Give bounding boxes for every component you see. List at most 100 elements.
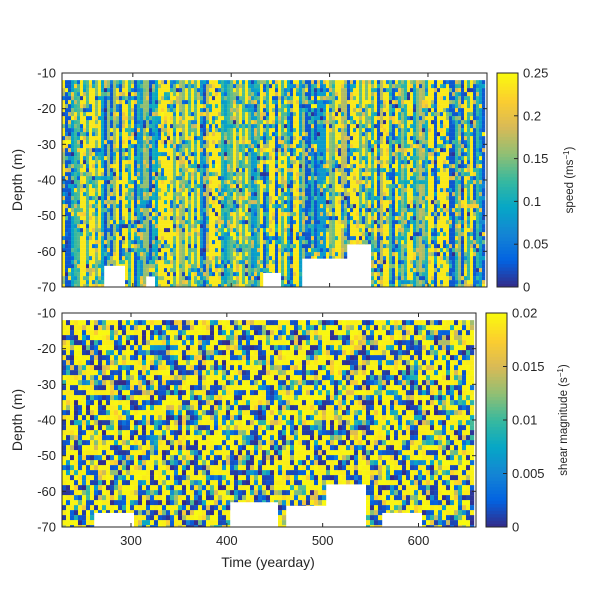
heatmap-cell bbox=[209, 120, 213, 125]
heatmap-cell bbox=[203, 164, 207, 169]
heatmap-cell bbox=[278, 148, 282, 153]
heatmap-cell bbox=[350, 88, 354, 93]
heatmap-cell bbox=[254, 168, 258, 173]
heatmap-cell bbox=[140, 216, 144, 221]
heatmap-cell bbox=[296, 136, 300, 141]
heatmap-cell bbox=[188, 256, 192, 261]
heatmap-cell bbox=[254, 280, 258, 285]
heatmap-cell bbox=[77, 248, 81, 253]
heatmap-cell bbox=[191, 196, 195, 201]
heatmap-cell bbox=[182, 136, 186, 141]
heatmap-cell bbox=[209, 88, 213, 93]
heatmap-cell bbox=[122, 108, 126, 113]
heatmap-cell bbox=[284, 244, 288, 249]
heatmap-cell bbox=[122, 80, 126, 85]
heatmap-cell bbox=[359, 100, 363, 105]
heatmap-cell bbox=[86, 236, 90, 241]
heatmap-cell bbox=[158, 252, 162, 257]
heatmap-cell bbox=[326, 180, 330, 185]
heatmap-cell bbox=[227, 152, 231, 157]
heatmap-cell bbox=[104, 156, 108, 161]
heatmap-cell bbox=[218, 180, 222, 185]
heatmap-cell bbox=[194, 80, 198, 85]
heatmap-cell bbox=[218, 272, 222, 277]
heatmap-cell bbox=[215, 216, 219, 221]
heatmap-cell bbox=[185, 96, 189, 101]
heatmap-cell bbox=[71, 148, 75, 153]
heatmap-cell bbox=[299, 276, 303, 281]
heatmap-cell bbox=[290, 148, 294, 153]
heatmap-cell bbox=[287, 148, 291, 153]
heatmap-cell bbox=[104, 260, 108, 265]
heatmap-cell bbox=[341, 192, 345, 197]
heatmap-cell bbox=[200, 160, 204, 165]
heatmap-cell bbox=[353, 96, 357, 101]
heatmap-cell bbox=[290, 84, 294, 89]
heatmap-cell bbox=[68, 248, 72, 253]
heatmap-cell bbox=[134, 152, 138, 157]
heatmap-cell bbox=[314, 120, 318, 125]
heatmap-cell bbox=[176, 232, 180, 237]
heatmap-cell bbox=[143, 244, 147, 249]
heatmap-cell bbox=[200, 92, 204, 97]
heatmap-cell bbox=[107, 228, 111, 233]
heatmap-cell bbox=[326, 208, 330, 213]
heatmap-cell bbox=[296, 208, 300, 213]
heatmap-cell bbox=[176, 164, 180, 169]
heatmap-cell bbox=[191, 204, 195, 209]
heatmap-cell bbox=[236, 208, 240, 213]
heatmap-cell bbox=[224, 140, 228, 145]
heatmap-cell bbox=[293, 160, 297, 165]
heatmap-cell bbox=[248, 240, 252, 245]
heatmap-cell bbox=[185, 248, 189, 253]
heatmap-cell bbox=[347, 164, 351, 169]
heatmap-cell bbox=[350, 212, 354, 217]
heatmap-cell bbox=[101, 204, 105, 209]
heatmap-cell bbox=[89, 220, 93, 225]
heatmap-cell bbox=[206, 192, 210, 197]
heatmap-cell bbox=[194, 136, 198, 141]
heatmap-cell bbox=[65, 108, 69, 113]
heatmap-cell bbox=[227, 272, 231, 277]
heatmap-cell bbox=[317, 96, 321, 101]
heatmap-cell bbox=[140, 112, 144, 117]
heatmap-cell bbox=[335, 164, 339, 169]
heatmap-cell bbox=[86, 224, 90, 229]
heatmap-cell bbox=[248, 92, 252, 97]
heatmap-cell bbox=[197, 284, 201, 288]
heatmap-cell bbox=[281, 156, 285, 161]
heatmap-cell bbox=[74, 232, 78, 237]
heatmap-cell bbox=[182, 84, 186, 89]
heatmap-cell bbox=[191, 256, 195, 261]
heatmap-cell bbox=[122, 256, 126, 261]
heatmap-cell bbox=[200, 232, 204, 237]
heatmap-cell bbox=[179, 148, 183, 153]
heatmap-cell bbox=[92, 244, 96, 249]
heatmap-cell bbox=[155, 148, 159, 153]
heatmap-cell bbox=[122, 128, 126, 133]
heatmap-cell bbox=[137, 220, 141, 225]
heatmap-cell bbox=[257, 92, 261, 97]
heatmap-cell bbox=[194, 244, 198, 249]
heatmap-cell bbox=[356, 100, 360, 105]
heatmap-cell bbox=[203, 188, 207, 193]
heatmap-cell bbox=[242, 152, 246, 157]
heatmap-cell bbox=[248, 208, 252, 213]
heatmap-cell bbox=[335, 144, 339, 149]
heatmap-cell bbox=[323, 100, 327, 105]
heatmap-cell bbox=[134, 176, 138, 181]
heatmap-cell bbox=[278, 176, 282, 181]
heatmap-cell bbox=[194, 280, 198, 285]
heatmap-cell bbox=[152, 140, 156, 145]
heatmap-cell bbox=[176, 256, 180, 261]
heatmap-cell bbox=[77, 160, 81, 165]
heatmap-cell bbox=[305, 196, 309, 201]
heatmap-cell bbox=[353, 116, 357, 121]
heatmap-cell bbox=[167, 204, 171, 209]
heatmap-cell bbox=[116, 260, 120, 265]
heatmap-cell bbox=[230, 152, 234, 157]
heatmap-cell bbox=[329, 224, 333, 229]
heatmap-cell bbox=[119, 112, 123, 117]
heatmap-cell bbox=[152, 164, 156, 169]
heatmap-cell bbox=[320, 132, 324, 137]
